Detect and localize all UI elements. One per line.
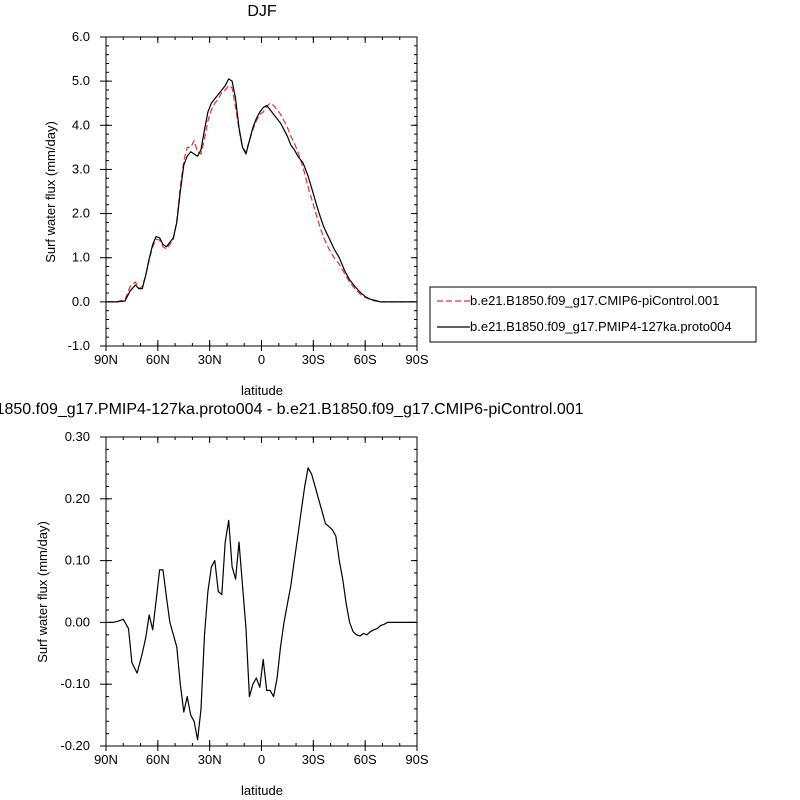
top-x-tick-label: 60S xyxy=(354,352,377,367)
top-x-tick-label: 60N xyxy=(146,352,170,367)
top-plot-frame xyxy=(105,36,418,347)
legend: b.e21.B1850.f09_g17.CMIP6-piControl.001 … xyxy=(429,286,757,343)
top-x-tick-label: 30N xyxy=(198,352,222,367)
top-y-tick-label: 1.0 xyxy=(72,250,90,265)
bottom-x-tick-label: 60S xyxy=(354,752,377,767)
top-chart-title: DJF xyxy=(247,3,277,20)
legend-box xyxy=(429,286,757,343)
top-x-tick-label: 90S xyxy=(405,352,428,367)
top-series-lines xyxy=(107,78,416,303)
bottom-x-tick-label: 90N xyxy=(94,752,118,767)
bottom-x-tick-label: 30S xyxy=(302,752,325,767)
bottom-series-line-0 xyxy=(107,467,416,741)
bottom-x-tick-label: 60N xyxy=(146,752,170,767)
top-series-line-1 xyxy=(107,78,416,303)
bottom-y-tick-label: 0.00 xyxy=(65,614,90,629)
bottom-x-axis-label: latitude xyxy=(241,783,283,798)
bottom-y-tick-label: -0.10 xyxy=(60,676,90,691)
top-y-axis-label: Surf water flux (mm/day) xyxy=(43,121,58,263)
top-y-tick-label: 3.0 xyxy=(72,161,90,176)
top-series-line-0 xyxy=(107,84,416,303)
top-x-tick-label: 0 xyxy=(258,352,265,367)
bottom-y-tick-label: 0.20 xyxy=(65,491,90,506)
legend-label-picontrol: b.e21.B1850.f09_g17.CMIP6-piControl.001 xyxy=(470,293,719,308)
top-y-tick-label: -1.0 xyxy=(68,338,90,353)
top-y-tick-label: 5.0 xyxy=(72,73,90,88)
top-y-tick-label: 6.0 xyxy=(72,29,90,44)
bottom-x-tick-label: 0 xyxy=(258,752,265,767)
bottom-plot-frame xyxy=(105,436,418,747)
top-y-tick-label: 0.0 xyxy=(72,294,90,309)
top-axes: 90N 60N 30N 0 30S 60S 90S -1.0 0.0 1.0 2.0 3.0 4.0 5.… xyxy=(68,29,429,367)
bottom-axes: 90N 60N 30N 0 30S 60S 90S -0.20 -0.10 0.00 0.10 0.2… xyxy=(60,429,429,767)
panel-djf: DJF Surf water flux (mm/day) latitude 90… xyxy=(43,3,757,398)
bottom-y-tick-label: 0.10 xyxy=(65,553,90,568)
top-x-tick-label: 30S xyxy=(302,352,325,367)
bottom-x-tick-label: 90S xyxy=(405,752,428,767)
panel-difference: b.e21.B1850.f09_g17.PMIP4-127ka.proto004… xyxy=(0,401,584,798)
bottom-x-tick-label: 30N xyxy=(198,752,222,767)
legend-label-127ka: b.e21.B1850.f09_g17.PMIP4-127ka.proto004 xyxy=(470,319,732,334)
bottom-series-lines xyxy=(107,467,416,741)
bottom-y-tick-label: 0.30 xyxy=(65,429,90,444)
top-x-tick-label: 90N xyxy=(94,352,118,367)
top-y-tick-label: 2.0 xyxy=(72,206,90,221)
bottom-y-axis-label: Surf water flux (mm/day) xyxy=(35,521,50,663)
bottom-y-tick-label: -0.20 xyxy=(60,738,90,753)
top-x-axis-label: latitude xyxy=(241,383,283,398)
bottom-chart-title: b.e21.B1850.f09_g17.PMIP4-127ka.proto004… xyxy=(0,401,584,418)
top-y-tick-label: 4.0 xyxy=(72,117,90,132)
